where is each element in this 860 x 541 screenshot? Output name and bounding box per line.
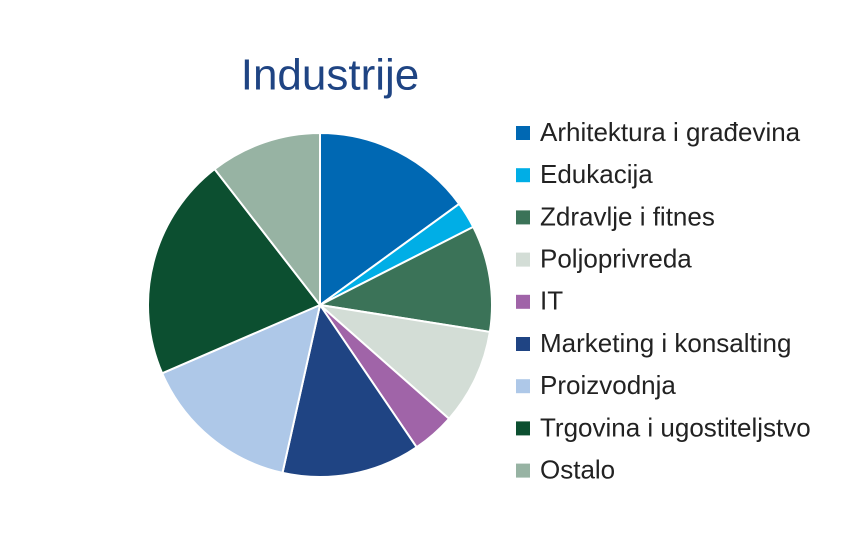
pie-slice bbox=[316, 225, 493, 334]
legend-label: Arhitektura i građevina bbox=[540, 117, 801, 147]
pie-slice bbox=[281, 302, 419, 478]
pie-slice bbox=[316, 303, 492, 421]
chart-title: Industrije bbox=[241, 51, 420, 100]
pie-slice bbox=[160, 303, 322, 475]
legend-label: Trgovina i ugostiteljstvo bbox=[540, 412, 811, 442]
legend-swatch bbox=[516, 379, 530, 394]
legend-label: Marketing i konsalting bbox=[540, 328, 791, 358]
legend-label: IT bbox=[540, 286, 563, 316]
legend-swatch bbox=[516, 210, 530, 225]
legend-label: Edukacija bbox=[540, 159, 653, 189]
legend-label: Ostalo bbox=[540, 454, 615, 484]
pie-slice bbox=[147, 167, 322, 375]
legend-swatch bbox=[516, 463, 530, 478]
legend-swatch bbox=[516, 337, 530, 351]
legend-label: Proizvodnja bbox=[540, 370, 676, 400]
pie-slice bbox=[319, 131, 461, 307]
legend-swatch bbox=[516, 126, 530, 140]
pie-slice bbox=[213, 131, 321, 308]
legend-swatch bbox=[516, 421, 530, 436]
legend-swatch bbox=[516, 252, 530, 267]
legend-swatch bbox=[516, 294, 530, 309]
legend-label: Poljoprivreda bbox=[540, 243, 692, 273]
legend-swatch bbox=[516, 168, 530, 183]
legend-label: Zdravlje i fitnes bbox=[540, 201, 715, 231]
